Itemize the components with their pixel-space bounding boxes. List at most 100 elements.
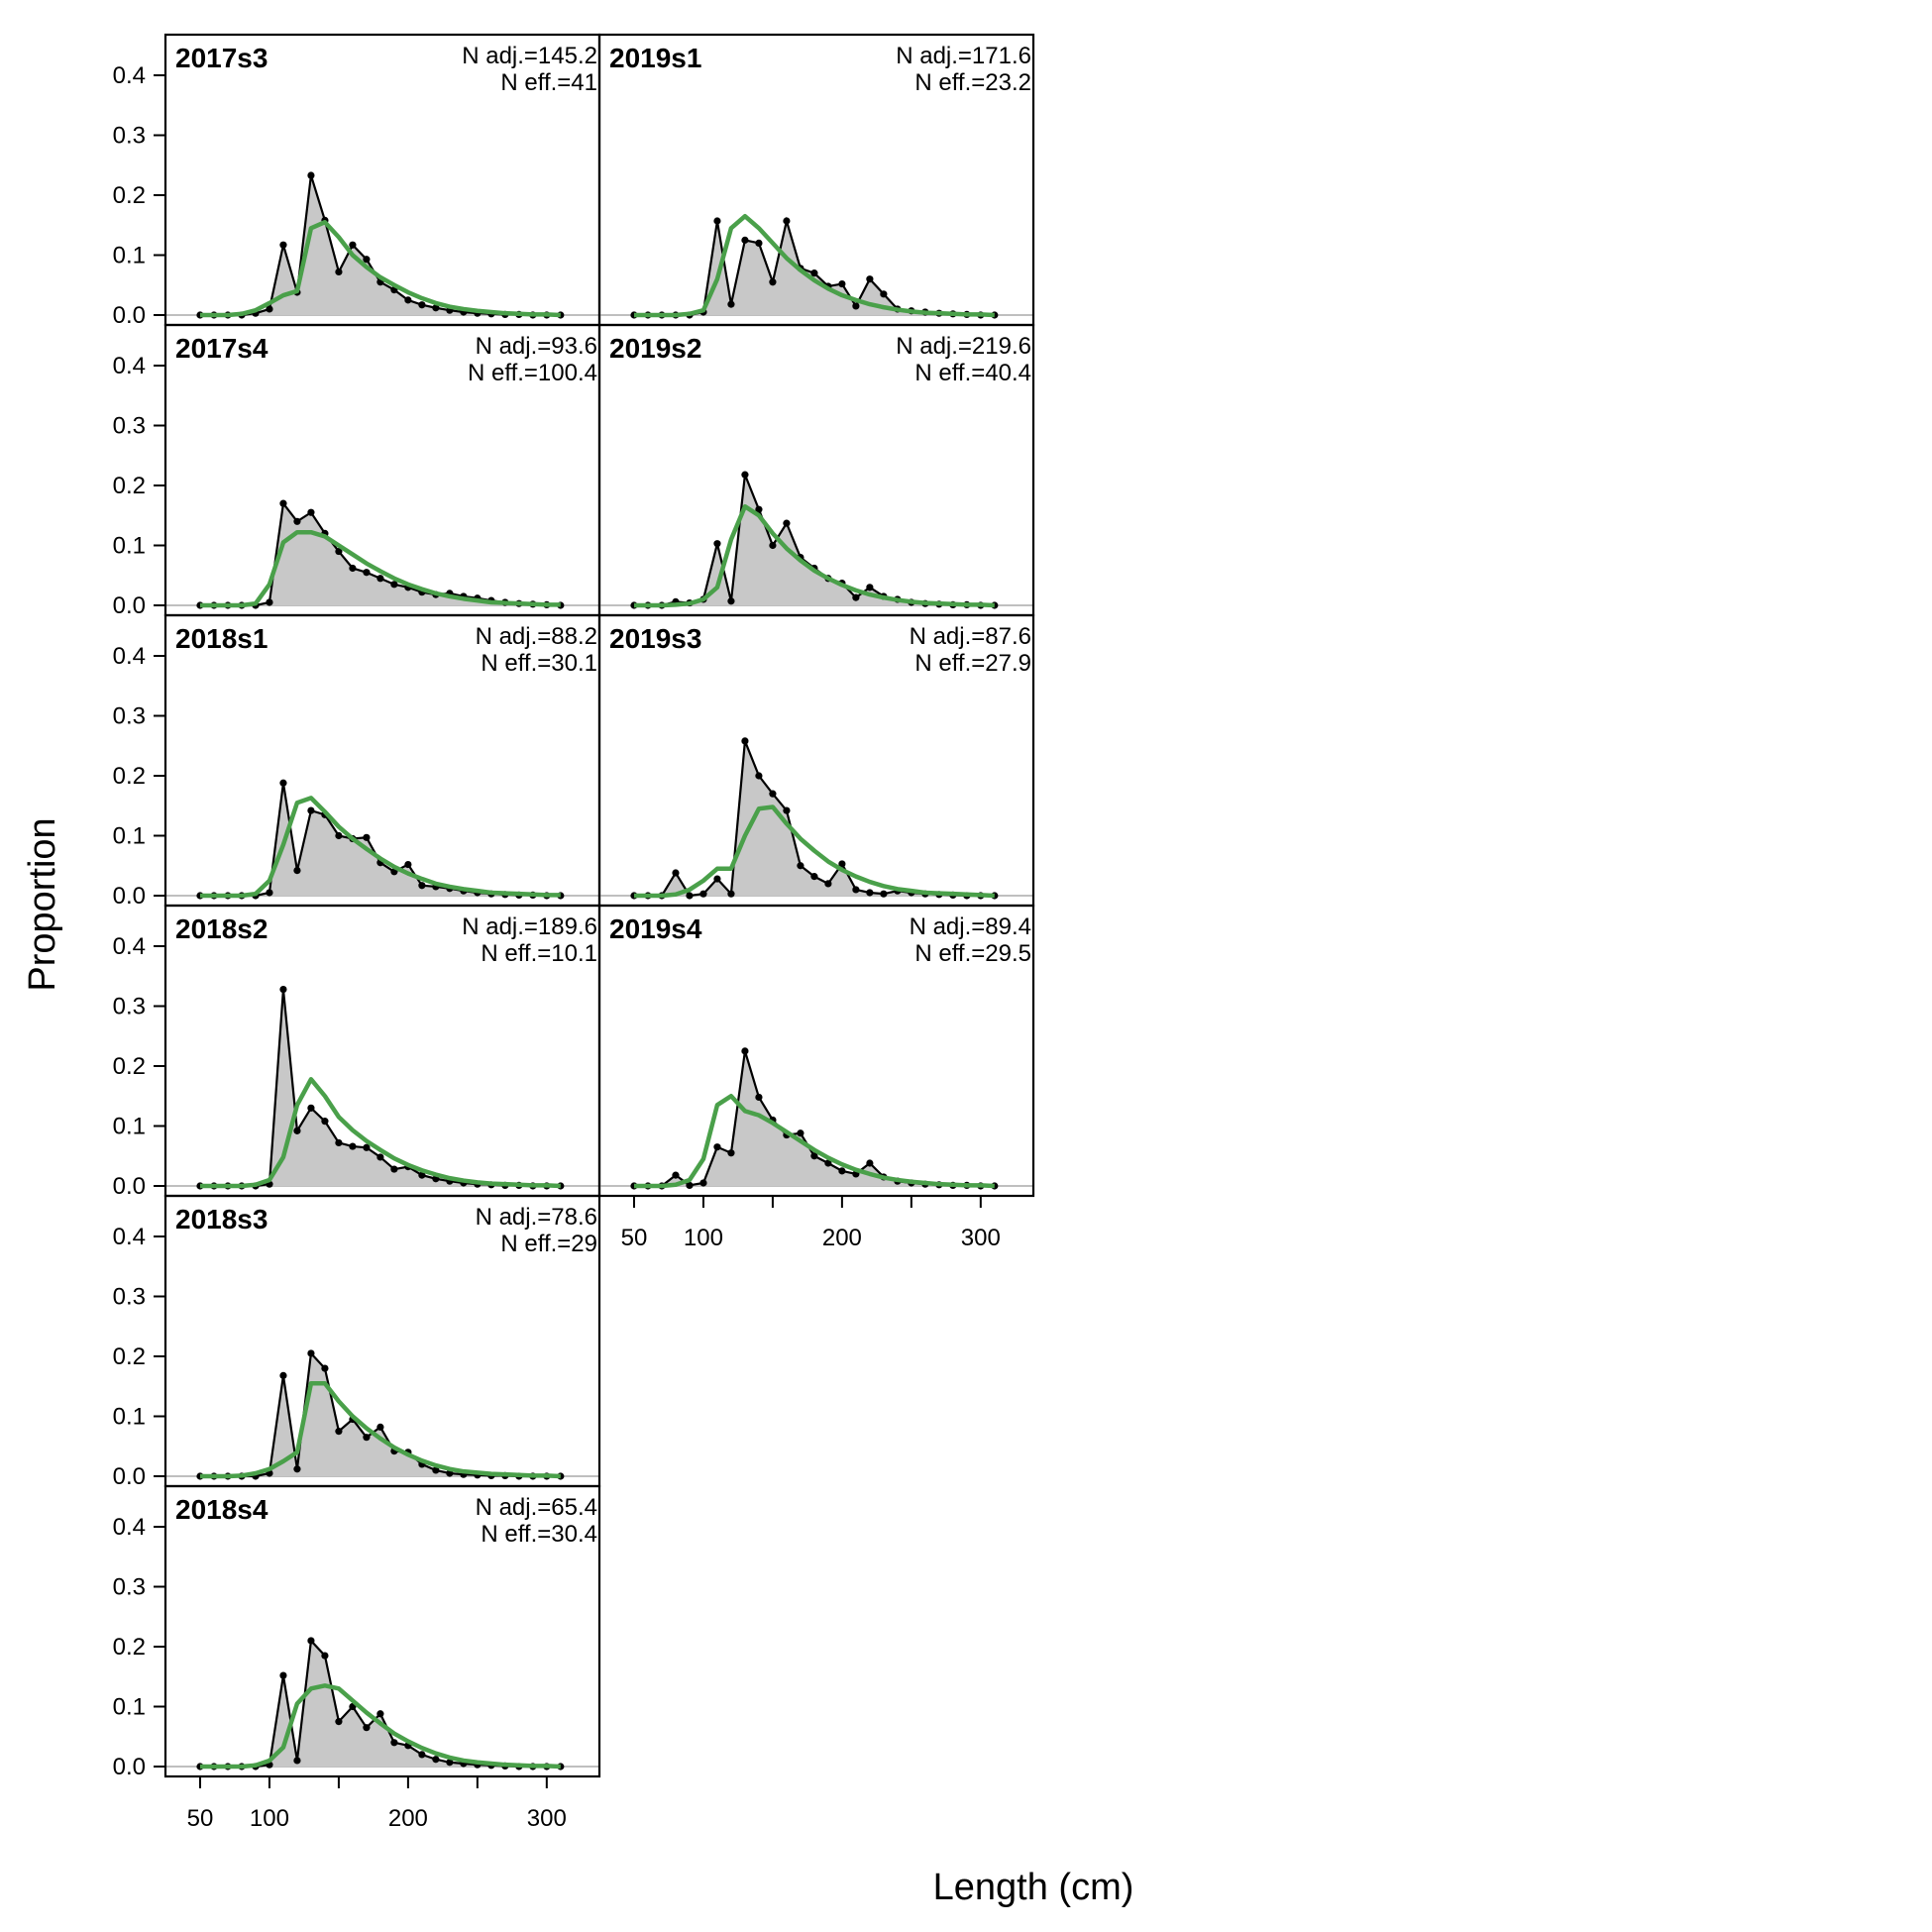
y-tick-label: 0.4 xyxy=(113,353,146,379)
n-eff-label: N eff.=41 xyxy=(500,69,597,96)
observed-point xyxy=(810,269,818,277)
observed-point xyxy=(307,1637,315,1645)
observed-point xyxy=(307,171,315,179)
observed-area xyxy=(633,740,995,896)
observed-point xyxy=(293,517,301,525)
n-adj-label: N adj.=87.6 xyxy=(910,623,1031,650)
observed-area xyxy=(199,175,561,315)
y-tick-label: 0.3 xyxy=(113,703,146,730)
y-axis-title: Proportion xyxy=(22,817,63,991)
panel-2018s2: 2018s2 N adj.=189.6N eff.=10.1 0.0 0.1 0.2 0.… xyxy=(113,904,601,1200)
observed-point xyxy=(824,880,832,888)
y-tick-label: 0.2 xyxy=(113,1634,146,1661)
observed-point xyxy=(432,1466,440,1474)
observed-point xyxy=(838,279,846,288)
panel-title: 2018s1 xyxy=(175,623,268,654)
observed-point xyxy=(880,290,888,298)
observed-point xyxy=(363,1434,371,1442)
n-eff-label: N eff.=100.4 xyxy=(468,360,597,386)
y-tick-label: 0.3 xyxy=(113,1574,146,1601)
y-tick-label: 0.2 xyxy=(113,182,146,209)
observed-point xyxy=(293,1465,301,1473)
panel-2019s4: 2019s4 N adj.=89.4N eff.=29.5 50 100 200 300 xyxy=(597,904,1035,1251)
y-tick-label: 0.0 xyxy=(113,1754,146,1780)
observed-point xyxy=(810,873,818,881)
observed-point xyxy=(769,790,777,798)
observed-point xyxy=(727,597,735,605)
observed-area xyxy=(199,783,561,896)
observed-point xyxy=(321,1118,329,1126)
panel-frame xyxy=(163,1484,601,1778)
panels-layer: 2017s3 N adj.=145.2N eff.=41 0.0 0.1 0.2 0.3 0… xyxy=(113,33,1035,1832)
observed-point xyxy=(390,581,398,589)
y-tick-label: 0.2 xyxy=(113,473,146,499)
observed-point xyxy=(727,1149,735,1157)
observed-point xyxy=(307,1349,315,1357)
n-eff-label: N eff.=30.4 xyxy=(481,1521,597,1548)
observed-point xyxy=(390,1739,398,1747)
panel-title: 2018s4 xyxy=(175,1494,268,1525)
observed-point xyxy=(686,1181,694,1189)
observed-point xyxy=(866,584,874,591)
observed-point xyxy=(376,1153,384,1161)
observed-point xyxy=(279,499,287,507)
n-adj-label: N adj.=78.6 xyxy=(476,1204,597,1231)
y-tick-label: 0.3 xyxy=(113,994,146,1020)
observed-point xyxy=(783,217,791,225)
panel-2019s1: 2019s1 N adj.=171.6N eff.=23.2 xyxy=(597,33,1035,327)
observed-point xyxy=(335,268,343,276)
observed-point xyxy=(727,300,735,308)
observed-point xyxy=(293,1127,301,1134)
panel-frame xyxy=(597,904,1035,1198)
observed-point xyxy=(363,569,371,577)
expected-line xyxy=(199,1077,561,1189)
observed-point xyxy=(741,471,749,479)
n-adj-label: N adj.=189.6 xyxy=(462,913,597,940)
observed-area xyxy=(633,1050,995,1186)
panel-2017s4: 2017s4 N adj.=93.6N eff.=100.4 0.0 0.1 0.2 0.… xyxy=(113,323,601,619)
observed-point xyxy=(279,241,287,249)
y-tick-label: 0.1 xyxy=(113,1114,146,1140)
observed-point xyxy=(672,869,680,877)
observed-point xyxy=(741,236,749,244)
observed-point xyxy=(321,1364,329,1372)
observed-point xyxy=(335,831,343,840)
y-tick-label: 0.2 xyxy=(113,763,146,790)
observed-point xyxy=(432,1756,440,1764)
observed-point xyxy=(418,882,426,890)
y-tick-label: 0.4 xyxy=(113,1514,146,1541)
observed-point xyxy=(783,519,791,527)
observed-point xyxy=(713,217,721,225)
observed-point xyxy=(727,890,735,898)
expected-line xyxy=(199,1683,561,1770)
observed-point xyxy=(810,1152,818,1160)
observed-point xyxy=(852,886,860,894)
observed-point xyxy=(376,575,384,583)
panel-2019s2: 2019s2 N adj.=219.6N eff.=40.4 xyxy=(597,323,1035,617)
panel-title: 2017s3 xyxy=(175,43,268,73)
observed-point xyxy=(755,505,763,513)
y-tick-label: 0.0 xyxy=(113,302,146,329)
y-tick-label: 0.3 xyxy=(113,413,146,440)
n-eff-label: N eff.=40.4 xyxy=(914,360,1031,386)
expected-line xyxy=(199,1380,561,1479)
observed-point xyxy=(880,890,888,898)
panel-title: 2017s4 xyxy=(175,333,268,364)
observed-point xyxy=(852,593,860,601)
observed-point xyxy=(769,541,777,550)
observed-point xyxy=(279,985,287,994)
observed-point xyxy=(266,889,273,897)
n-adj-label: N adj.=93.6 xyxy=(476,333,597,360)
observed-point xyxy=(686,892,694,900)
x-tick-label: 50 xyxy=(187,1805,214,1832)
y-tick-label: 0.0 xyxy=(113,1463,146,1490)
expected-line xyxy=(199,219,561,318)
y-tick-label: 0.1 xyxy=(113,533,146,560)
n-eff-label: N eff.=30.1 xyxy=(481,650,597,677)
observed-point xyxy=(321,1652,329,1660)
n-adj-label: N adj.=89.4 xyxy=(910,913,1031,940)
observed-point xyxy=(279,1371,287,1379)
x-tick-label: 100 xyxy=(684,1225,723,1251)
y-tick-label: 0.4 xyxy=(113,933,146,960)
observed-point xyxy=(307,1104,315,1112)
